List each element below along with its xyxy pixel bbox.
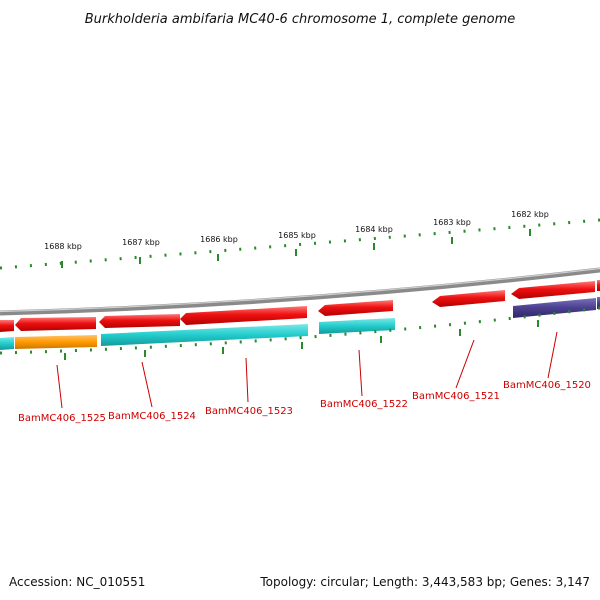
gene-label[interactable]: BamMC406_1523 — [205, 406, 293, 417]
callout-line — [547, 331, 558, 379]
gene-arrow-red[interactable] — [180, 306, 307, 325]
forward-strand-genes — [0, 280, 600, 332]
callout-line — [141, 361, 153, 408]
kbp-label: 1684 kbp — [355, 225, 393, 234]
page-title: Burkholderia ambifaria MC40-6 chromosome… — [85, 12, 515, 27]
outer-scale-major-ticks — [61, 229, 531, 268]
genome-summary-text: Topology: circular; Length: 3,443,583 bp… — [259, 575, 590, 589]
inner-scale-dots — [0, 306, 600, 355]
gene-label[interactable]: BamMC406_1521 — [412, 391, 500, 402]
kbp-label: 1686 kbp — [200, 235, 238, 244]
inner-scale-major-ticks — [64, 320, 539, 360]
accession-text: Accession: NC_010551 — [9, 575, 145, 589]
gene-label[interactable]: BamMC406_1524 — [108, 411, 196, 422]
kbp-label: 1687 kbp — [122, 238, 160, 247]
gene-callouts — [56, 331, 558, 409]
cog-band — [0, 297, 600, 350]
kbp-label: 1683 kbp — [433, 218, 471, 227]
callout-line — [245, 357, 249, 403]
callout-line — [56, 364, 63, 409]
callout-line — [455, 339, 475, 389]
chromosome-backbone — [0, 267, 600, 316]
outer-scale: 1688 kbp 1687 kbp 1686 kbp 1685 kbp 1684… — [0, 210, 600, 270]
gene-arrow-red[interactable] — [432, 290, 505, 307]
outer-scale-dots — [0, 218, 600, 270]
cog-block-purple[interactable] — [597, 297, 600, 309]
gene-arrow-red[interactable] — [15, 317, 96, 331]
gene-arrow-red[interactable] — [318, 300, 393, 316]
inner-scale — [0, 306, 600, 360]
kbp-label: 1685 kbp — [278, 231, 316, 240]
kbp-label: 1682 kbp — [511, 210, 549, 219]
backbone-arc — [0, 267, 600, 316]
kbp-label: 1688 kbp — [44, 242, 82, 251]
gene-label[interactable]: BamMC406_1520 — [503, 380, 591, 391]
cog-block-cyan[interactable] — [0, 337, 14, 350]
cog-block-orange[interactable] — [15, 335, 97, 349]
cog-block-purple[interactable] — [513, 298, 596, 318]
callout-line — [358, 349, 363, 397]
gene-arrow-red[interactable] — [511, 281, 595, 299]
cog-block-cyan[interactable] — [319, 318, 395, 334]
gene-label[interactable]: BamMC406_1522 — [320, 399, 408, 410]
gene-arrow-red[interactable] — [0, 320, 14, 332]
backbone-highlight — [0, 267, 600, 313]
gene-label[interactable]: BamMC406_1525 — [18, 413, 106, 424]
gene-arrow-red[interactable] — [597, 280, 600, 291]
cog-block-cyan[interactable] — [101, 324, 308, 346]
gene-arrow-red[interactable] — [99, 314, 180, 328]
